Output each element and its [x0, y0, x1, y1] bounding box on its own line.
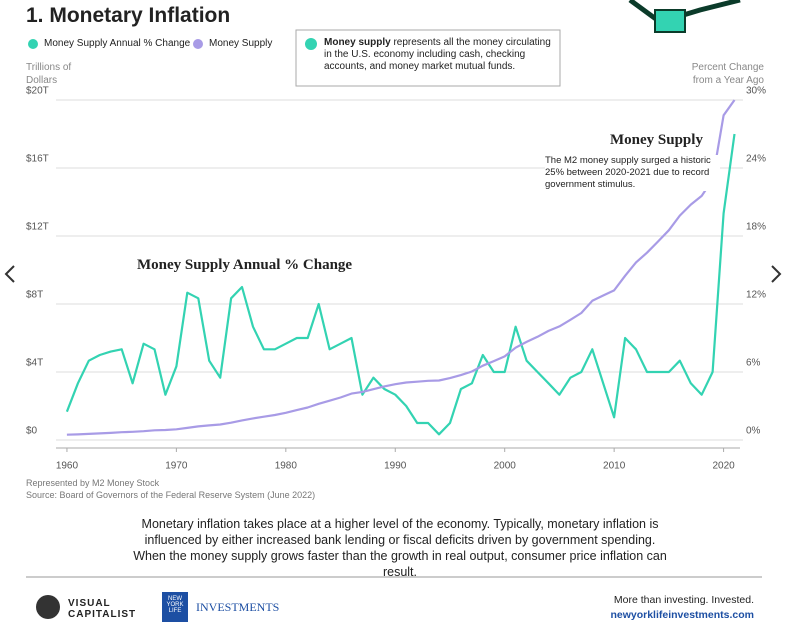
info-icon: [305, 38, 317, 50]
logo: [36, 595, 60, 619]
y-tick-label: $4T: [26, 358, 43, 369]
info-box: [295, 29, 561, 87]
tagline: More than investing. Invested.: [613, 594, 754, 606]
y2-tick-label: 18%: [746, 222, 766, 233]
logo: [162, 592, 188, 622]
y2-axis-label: Percent Change from a Year Ago: [691, 62, 764, 86]
annotation-text: The M2 money supply surged a historic 25…: [545, 155, 720, 191]
x-tick-label: 2020: [712, 461, 735, 472]
y-tick-label: $12T: [26, 222, 49, 233]
series-line: [66, 99, 736, 436]
y2-tick-label: 24%: [746, 154, 766, 165]
y2-tick-label: 30%: [746, 86, 766, 97]
info-body: represents all the money circulating in …: [324, 37, 551, 72]
brand: NEW YORK LIFE: [166, 596, 184, 614]
legend-label: Money Supply Annual % Change: [44, 38, 191, 49]
info-text: Money supply represents all the money ci…: [324, 37, 556, 73]
url: newyorklifeinvestments.com: [610, 609, 754, 621]
description: Monetary inflation takes place at a high…: [133, 517, 667, 579]
decoration: [654, 9, 686, 33]
y2-tick-label: 12%: [746, 290, 766, 301]
title: 1. Monetary Inflation: [26, 4, 231, 27]
legend-label: Money Supply: [209, 38, 273, 49]
x-tick-label: 1980: [275, 461, 298, 472]
info-bold: Money supply: [324, 37, 391, 48]
y-tick-label: $16T: [26, 154, 49, 165]
note: Represented by M2 Money Stock: [26, 478, 160, 488]
x-tick-label: 1960: [56, 461, 79, 472]
annotation-title: Money Supply Annual % Change: [137, 257, 353, 273]
y2-tick-label: 0%: [746, 426, 761, 437]
legend-swatch: [193, 39, 203, 49]
note: Source: Board of Governors of the Federa…: [26, 490, 316, 500]
next-arrow[interactable]: [771, 265, 782, 283]
series-line: [65, 133, 736, 436]
x-tick-label: 2000: [494, 461, 517, 472]
legend-swatch: [28, 39, 38, 49]
x-tick-label: 1990: [384, 461, 407, 472]
prev-arrow[interactable]: [4, 265, 15, 283]
brand: VISUAL CAPITALIST: [68, 598, 137, 620]
x-tick-label: 1970: [165, 461, 188, 472]
x-tick-label: 2010: [603, 461, 626, 472]
y2-tick-label: 6%: [746, 358, 761, 369]
y-axis-label: Trillions of Dollars: [26, 62, 72, 86]
y-tick-label: $8T: [26, 290, 43, 301]
brand: INVESTMENTS: [196, 600, 280, 614]
y-tick-label: $20T: [26, 86, 49, 97]
annotation-title: Money Supply: [610, 132, 703, 148]
y-tick-label: $0: [26, 426, 38, 437]
